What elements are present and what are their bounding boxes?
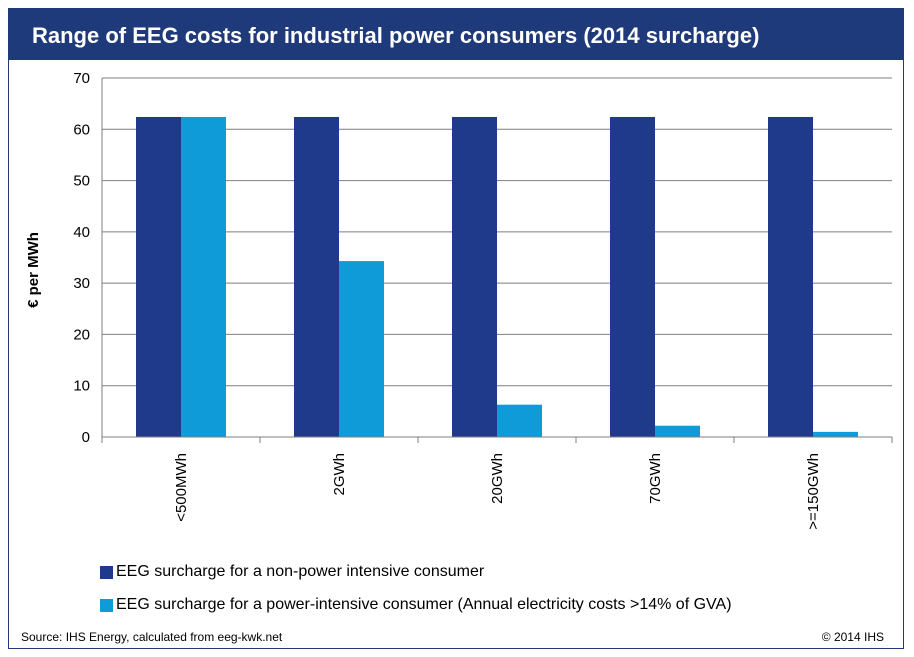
source-note: Source: IHS Energy, calculated from eeg-… [21,630,283,644]
x-tick-label: 70GWh [647,453,664,504]
y-tick-label: 60 [73,121,90,138]
bar-series-2-0 [181,116,226,437]
bar-series-2-4 [813,431,858,437]
bar-series-1-1 [294,116,339,437]
y-tick-label: 40 [73,224,90,241]
legend-label-non-power-intensive: EEG surcharge for a non-power intensive … [116,563,485,580]
legend-item-power-intensive: EEG surcharge for a power-intensive cons… [100,595,732,615]
legend-swatch-power-intensive [100,598,113,612]
y-tick-label: 70 [73,70,90,87]
legend-item-non-power-intensive: EEG surcharge for a non-power intensive … [100,562,484,582]
title-bar: Range of EEG costs for industrial power … [8,8,904,60]
x-tick-label: 2GWh [331,453,348,496]
bar-series-1-4 [768,116,813,437]
x-tick-label: >=150GWh [805,453,822,530]
chart-title: Range of EEG costs for industrial power … [32,23,760,48]
bar-series-1-3 [610,116,655,437]
bar-series-1-0 [136,116,181,437]
x-tick-label: <500MWh [173,453,190,522]
bar-series-2-3 [655,425,700,437]
y-tick-label: 0 [82,429,90,446]
y-tick-label: 50 [73,173,90,190]
x-tick-label: 20GWh [489,453,506,504]
legend-swatch-non-power-intensive [100,565,113,579]
y-tick-label: 20 [73,326,90,343]
y-tick-label: 10 [73,378,90,395]
bar-series-2-1 [339,261,384,437]
bar-series-2-2 [497,404,542,437]
y-tick-label: 30 [73,275,90,292]
legend-label-power-intensive: EEG surcharge for a power-intensive cons… [116,596,732,613]
y-axis-label: € per MWh [25,232,42,308]
copyright-note: © 2014 IHS [821,630,884,644]
bar-series-1-2 [452,116,497,437]
